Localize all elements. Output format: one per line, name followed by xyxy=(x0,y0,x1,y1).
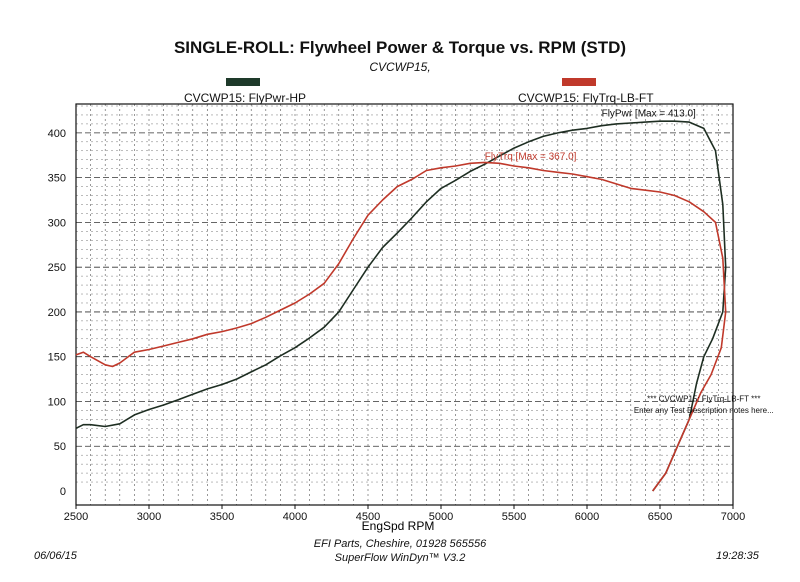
y-tick-label: 150 xyxy=(48,352,66,364)
chart-annotation: FlyPwr [Max = 413.0] xyxy=(602,109,696,120)
footer-software: SuperFlow WinDyn™ V3.2 xyxy=(334,552,466,564)
x-tick-label: 6500 xyxy=(648,511,672,523)
legend-label-power: CVCWP15: FlyPwr-HP xyxy=(184,91,307,105)
legend-label-torque: CVCWP15: FlyTrq-LB-FT xyxy=(518,91,654,105)
legend-swatch-torque xyxy=(562,78,596,86)
chart-annotation: FlyTrq [Max = 367.0] xyxy=(485,152,577,163)
y-tick-label: 400 xyxy=(48,128,66,140)
footer-date: 06/06/15 xyxy=(34,550,77,562)
chart-annotation: *** CVCWP15: FlyTrq-LB-FT *** xyxy=(647,394,760,403)
x-tick-label: 2500 xyxy=(64,511,88,523)
plot-frame xyxy=(75,103,734,506)
y-tick-label: 0 xyxy=(60,486,66,498)
x-tick-label: 5000 xyxy=(429,511,453,523)
x-tick-label: 3500 xyxy=(210,511,234,523)
chart-title: SINGLE-ROLL: Flywheel Power & Torque vs.… xyxy=(173,38,627,57)
power-series-line xyxy=(75,120,727,492)
y-tick-label: 200 xyxy=(48,307,66,319)
x-tick-label: 5500 xyxy=(502,511,526,523)
x-tick-label: 6000 xyxy=(575,511,599,523)
torque-series-line xyxy=(75,161,727,492)
y-tick-label: 300 xyxy=(48,217,66,229)
y-tick-label: 50 xyxy=(54,441,66,453)
x-axis-label: EngSpd RPM xyxy=(362,519,435,533)
footer-company: EFI Parts, Cheshire, 01928 565556 xyxy=(313,538,487,550)
x-tick-label: 4500 xyxy=(356,511,380,523)
chart-subtitle: CVCWP15, xyxy=(369,60,431,74)
chart-annotation: Enter any Test Description notes here... xyxy=(634,406,774,415)
legend-swatch-power xyxy=(226,78,260,86)
footer-time: 19:28:35 xyxy=(716,550,759,562)
x-tick-label: 4000 xyxy=(283,511,307,523)
y-tick-label: 250 xyxy=(48,262,66,274)
x-tick-label: 3000 xyxy=(137,511,161,523)
y-tick-label: 350 xyxy=(48,173,66,185)
x-tick-label: 7000 xyxy=(721,511,745,523)
y-tick-label: 100 xyxy=(48,396,66,408)
